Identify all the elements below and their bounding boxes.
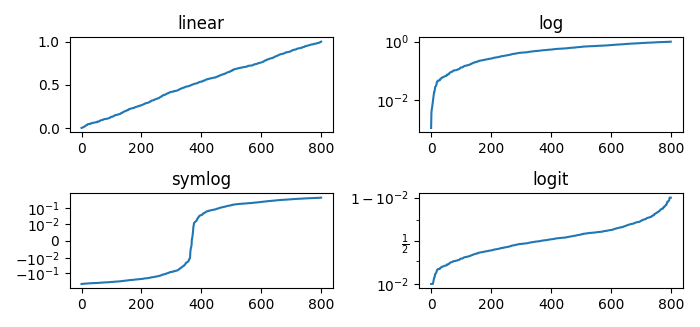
Title: symlog: symlog [172, 171, 232, 189]
Title: linear: linear [178, 15, 225, 33]
Title: logit: logit [533, 171, 569, 189]
Title: log: log [538, 15, 564, 33]
